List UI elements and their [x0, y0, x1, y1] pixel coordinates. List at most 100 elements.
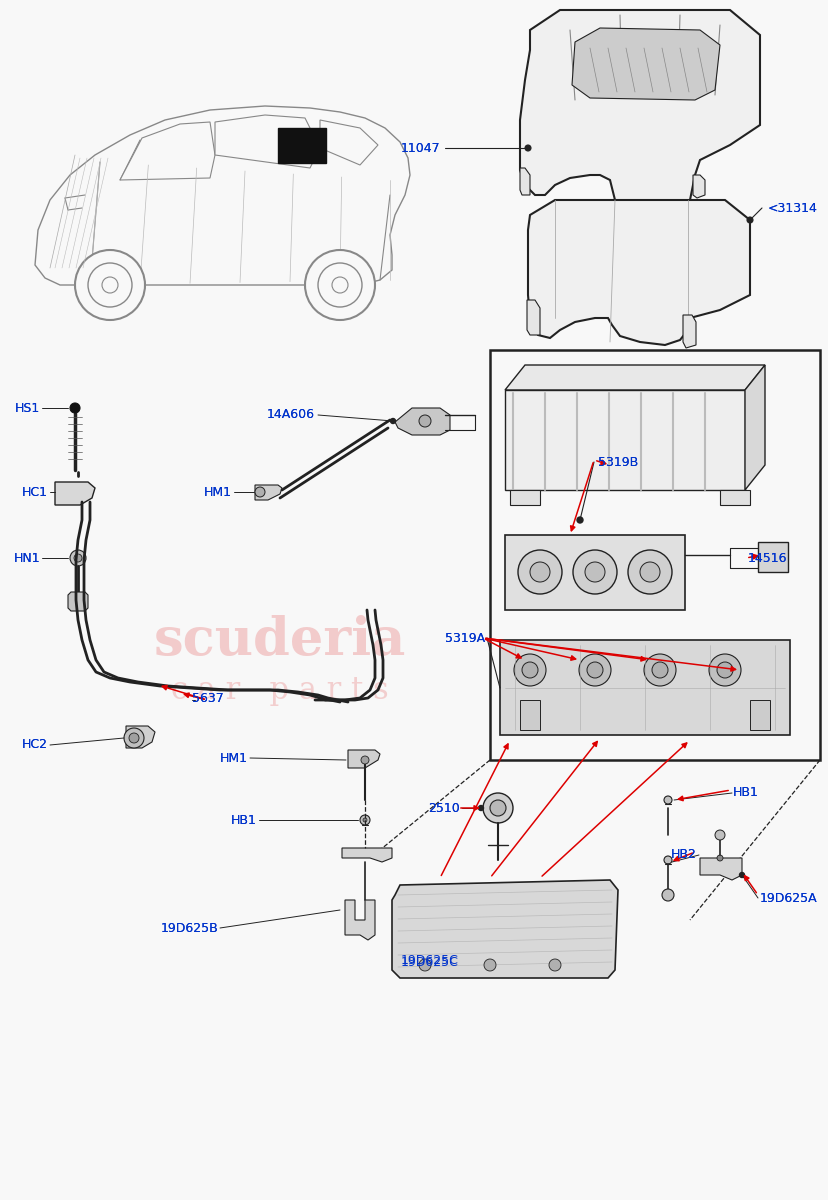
Text: HM1: HM1 — [204, 486, 232, 498]
Circle shape — [651, 662, 667, 678]
Text: 5319A: 5319A — [445, 631, 484, 644]
Circle shape — [585, 562, 604, 582]
Circle shape — [639, 562, 659, 582]
Circle shape — [418, 959, 431, 971]
Text: c a r   p a r t s: c a r p a r t s — [171, 674, 388, 706]
Polygon shape — [744, 365, 764, 490]
Text: 14516: 14516 — [747, 552, 787, 564]
Text: 19D625C: 19D625C — [401, 954, 459, 966]
Circle shape — [129, 733, 139, 743]
Bar — [504, 390, 744, 490]
Text: HB2: HB2 — [671, 848, 696, 862]
Circle shape — [714, 830, 724, 840]
Text: 14516: 14516 — [747, 552, 787, 564]
Circle shape — [390, 419, 395, 424]
Text: HM1: HM1 — [219, 751, 248, 764]
Bar — [720, 490, 749, 505]
Circle shape — [70, 550, 86, 566]
Polygon shape — [392, 880, 617, 978]
Text: HB1: HB1 — [732, 786, 758, 799]
Text: 5319B: 5319B — [597, 456, 638, 468]
Bar — [509, 490, 539, 505]
Circle shape — [360, 756, 368, 764]
Circle shape — [663, 856, 672, 864]
Polygon shape — [394, 408, 450, 434]
Circle shape — [70, 403, 80, 413]
Polygon shape — [126, 726, 155, 748]
Circle shape — [576, 517, 582, 523]
Circle shape — [716, 854, 722, 862]
Text: 19D625A: 19D625A — [759, 892, 816, 905]
Polygon shape — [35, 106, 410, 284]
Circle shape — [662, 889, 673, 901]
Text: 5637: 5637 — [192, 691, 224, 704]
Text: 2510: 2510 — [428, 802, 460, 815]
Text: HC1: HC1 — [22, 486, 48, 498]
Polygon shape — [348, 750, 379, 768]
Polygon shape — [320, 120, 378, 164]
Circle shape — [359, 815, 369, 826]
Circle shape — [88, 263, 132, 307]
Text: 5319A: 5319A — [445, 631, 484, 644]
Text: HM1: HM1 — [204, 486, 232, 498]
Polygon shape — [527, 200, 749, 346]
Circle shape — [578, 654, 610, 686]
Circle shape — [739, 872, 744, 877]
Circle shape — [74, 554, 82, 562]
Text: HB2: HB2 — [671, 848, 696, 862]
Circle shape — [489, 800, 505, 816]
Circle shape — [331, 277, 348, 293]
Polygon shape — [519, 10, 759, 220]
Polygon shape — [255, 485, 282, 500]
Circle shape — [363, 818, 367, 822]
Bar — [489, 350, 819, 760]
Polygon shape — [692, 175, 704, 198]
Polygon shape — [68, 592, 88, 611]
Text: 19D625A: 19D625A — [759, 892, 816, 905]
Text: HC1: HC1 — [22, 486, 48, 498]
Circle shape — [418, 415, 431, 427]
Text: 14A606: 14A606 — [267, 408, 315, 421]
Circle shape — [746, 217, 752, 223]
Text: HM1: HM1 — [219, 751, 248, 764]
Circle shape — [75, 250, 145, 320]
Circle shape — [318, 263, 362, 307]
Circle shape — [518, 550, 561, 594]
Polygon shape — [120, 122, 214, 180]
Text: HC2: HC2 — [22, 738, 48, 751]
Bar — [499, 640, 789, 734]
Bar — [277, 128, 325, 163]
Polygon shape — [682, 314, 696, 348]
Polygon shape — [571, 28, 720, 100]
Bar — [757, 542, 787, 572]
Bar — [519, 700, 539, 730]
Text: 2510: 2510 — [428, 802, 460, 815]
Text: HB1: HB1 — [231, 814, 257, 827]
Text: HB1: HB1 — [231, 814, 257, 827]
Text: HN1: HN1 — [13, 552, 40, 564]
Bar — [749, 700, 769, 730]
Circle shape — [628, 550, 672, 594]
Circle shape — [663, 796, 672, 804]
Circle shape — [586, 662, 602, 678]
Circle shape — [708, 654, 740, 686]
Text: 14A606: 14A606 — [267, 408, 315, 421]
Circle shape — [483, 793, 513, 823]
Circle shape — [484, 959, 495, 971]
Text: HN1: HN1 — [13, 552, 40, 564]
Circle shape — [255, 487, 265, 497]
Text: 19D625B: 19D625B — [160, 922, 218, 935]
Text: HS1: HS1 — [15, 402, 40, 414]
Polygon shape — [527, 300, 539, 335]
Text: <31314: <31314 — [767, 202, 817, 215]
Circle shape — [572, 550, 616, 594]
Circle shape — [643, 654, 675, 686]
Circle shape — [305, 250, 374, 320]
Text: 19D625C: 19D625C — [401, 956, 459, 970]
Circle shape — [478, 805, 483, 810]
Circle shape — [529, 562, 549, 582]
Circle shape — [522, 662, 537, 678]
Polygon shape — [55, 482, 95, 505]
Circle shape — [716, 662, 732, 678]
Circle shape — [548, 959, 561, 971]
